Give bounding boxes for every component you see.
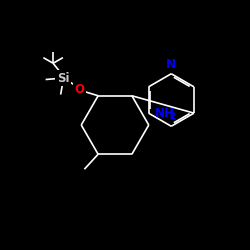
Text: O: O: [74, 83, 85, 96]
Text: Si: Si: [57, 72, 70, 85]
Text: NH: NH: [155, 106, 175, 120]
Text: 2: 2: [169, 112, 175, 121]
Text: N: N: [166, 58, 176, 71]
